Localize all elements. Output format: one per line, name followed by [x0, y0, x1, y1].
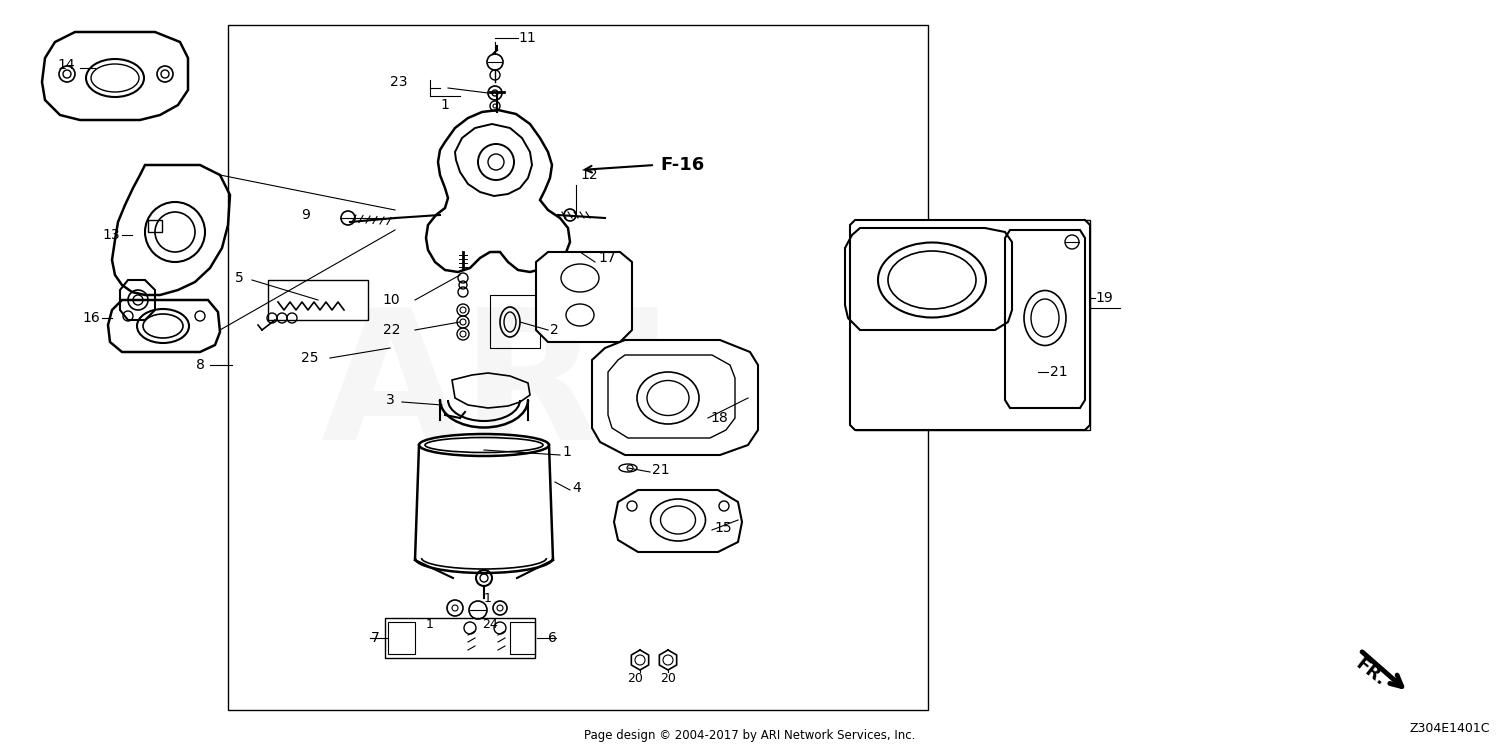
Text: R: R: [460, 302, 600, 478]
Text: FR.: FR.: [1352, 655, 1389, 689]
Text: 21: 21: [652, 463, 669, 477]
Text: 25: 25: [300, 351, 318, 365]
Text: 3: 3: [387, 393, 394, 407]
Polygon shape: [536, 252, 632, 342]
Polygon shape: [614, 490, 742, 552]
Text: 14: 14: [57, 58, 75, 72]
Text: 8: 8: [196, 358, 206, 372]
Text: 5: 5: [236, 271, 243, 285]
Bar: [855, 220, 1090, 430]
Text: 12: 12: [580, 168, 597, 182]
Polygon shape: [850, 220, 1090, 430]
Text: 4: 4: [572, 481, 580, 495]
Polygon shape: [426, 110, 570, 272]
Text: 18: 18: [710, 411, 728, 425]
Text: 13: 13: [102, 228, 120, 242]
Text: 1: 1: [440, 98, 448, 112]
Text: 1: 1: [426, 619, 433, 632]
Text: 9: 9: [302, 208, 310, 222]
Text: 7: 7: [372, 631, 380, 645]
Text: 20: 20: [660, 671, 676, 685]
Text: 17: 17: [598, 251, 615, 265]
Bar: [228, 25, 928, 710]
Text: Page design © 2004-2017 by ARI Network Services, Inc.: Page design © 2004-2017 by ARI Network S…: [585, 728, 915, 742]
Text: 24: 24: [482, 619, 498, 632]
Text: 16: 16: [82, 311, 100, 325]
Text: 20: 20: [627, 671, 644, 685]
Text: Z304E1401C: Z304E1401C: [1410, 722, 1490, 734]
Text: 23: 23: [390, 75, 408, 89]
Text: 1: 1: [484, 592, 492, 604]
Text: 6: 6: [548, 631, 556, 645]
Text: 21: 21: [1050, 365, 1068, 379]
Text: 22: 22: [382, 323, 400, 337]
Text: 11: 11: [518, 31, 536, 45]
Text: F-16: F-16: [660, 156, 705, 174]
Text: 2: 2: [550, 323, 558, 337]
Text: 15: 15: [714, 521, 732, 535]
Text: A: A: [320, 302, 460, 478]
Text: 1: 1: [562, 445, 572, 459]
Text: 19: 19: [1095, 291, 1113, 305]
Text: I: I: [606, 302, 674, 478]
Polygon shape: [592, 340, 758, 455]
Text: 10: 10: [382, 293, 400, 307]
